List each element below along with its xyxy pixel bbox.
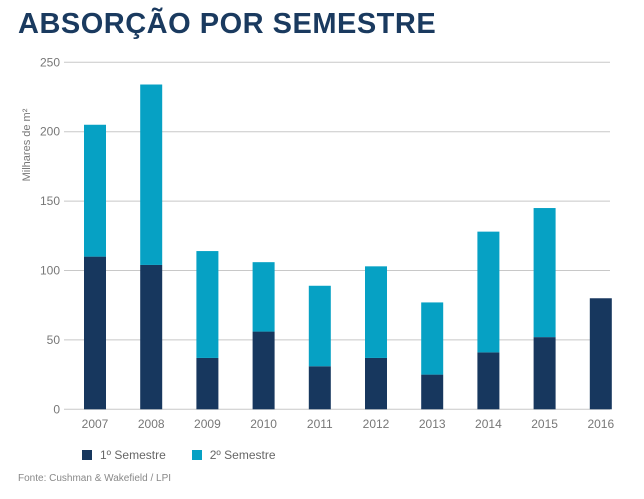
bar-2008-series-1 (140, 264, 163, 410)
y-tick-label: 50 (47, 333, 61, 347)
legend-item-series-1: 1º Semestre (82, 448, 166, 462)
y-tick-label: 100 (40, 264, 60, 278)
bar-2010-series-1 (252, 331, 275, 410)
bar-2009-series-1 (196, 357, 219, 410)
x-tick-label: 2007 (82, 417, 109, 431)
y-tick-label: 200 (40, 125, 60, 139)
bar-2007-series-2 (84, 124, 106, 257)
bar-2011-series-2 (308, 285, 331, 367)
x-tick-label: 2014 (475, 417, 502, 431)
x-tick-label: 2008 (138, 417, 165, 431)
bar-2015-series-2 (533, 208, 556, 338)
legend: 1º Semestre 2º Semestre (82, 448, 276, 462)
bar-2012-series-1 (365, 357, 387, 410)
x-tick-label: 2010 (250, 417, 277, 431)
legend-swatch (191, 450, 202, 460)
legend-swatch (82, 450, 92, 460)
bar-2013-series-2 (421, 302, 444, 375)
legend-item-series-2: 2º Semestre (191, 448, 276, 462)
chart-title: ABSORÇÃO POR SEMESTRE (18, 8, 437, 40)
x-tick-label: 2009 (194, 417, 221, 431)
x-tick-label: 2011 (307, 417, 333, 431)
y-axis-label: Milhares de m² (21, 108, 33, 181)
legend-label: 2º Semestre (209, 448, 276, 462)
x-tick-label: 2016 (587, 417, 614, 431)
bar-2013-series-1 (421, 374, 444, 410)
source-note: Fonte: Cushman & Wakefield / LPI (18, 473, 172, 484)
bar-2011-series-1 (308, 366, 331, 410)
bar-2014-series-1 (477, 352, 500, 410)
y-tick-label: 0 (53, 402, 60, 416)
y-tick-label: 250 (40, 55, 60, 69)
bar-2012-series-2 (365, 266, 387, 358)
bar-2015-series-1 (533, 337, 556, 410)
bar-2007-series-1 (84, 256, 106, 410)
legend-label: 1º Semestre (100, 448, 166, 462)
y-tick-label: 150 (40, 194, 60, 208)
x-tick-label: 2012 (363, 417, 390, 431)
bar-2014-series-2 (477, 231, 500, 353)
bar-2009-series-2 (196, 251, 219, 358)
x-tick-label: 2015 (531, 417, 558, 431)
bar-2010-series-2 (252, 262, 275, 332)
bar-2008-series-2 (140, 84, 163, 265)
bar-2016-series-1 (589, 298, 612, 410)
x-tick-label: 2013 (419, 417, 446, 431)
